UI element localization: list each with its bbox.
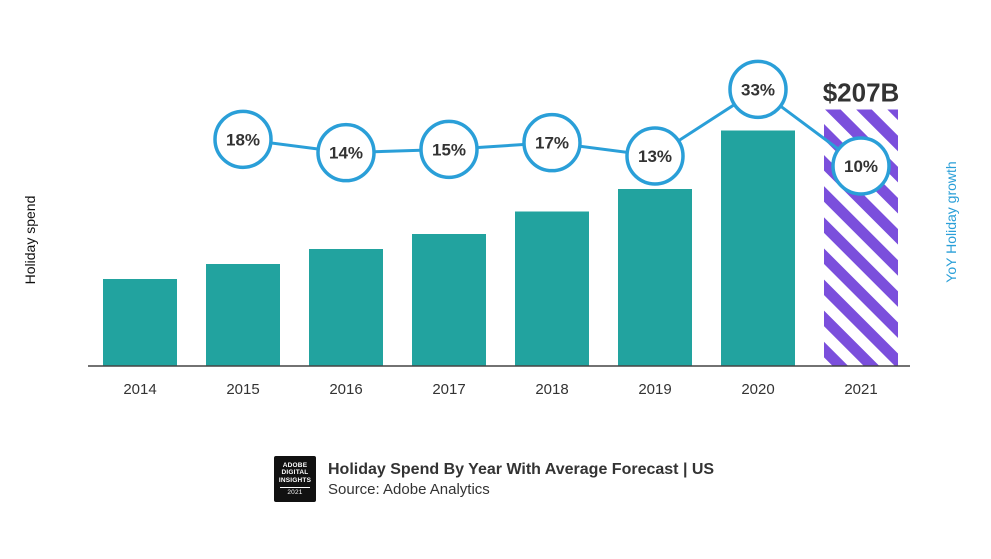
bar-2015 — [206, 264, 280, 366]
growth-bubble-2018 — [522, 112, 582, 173]
growth-label-2020: 33% — [741, 80, 775, 99]
growth-label-2017: 15% — [432, 140, 466, 159]
growth-bubble-2017 — [419, 119, 479, 180]
bar-2019 — [618, 189, 692, 366]
x-tick-2017: 2017 — [432, 381, 465, 398]
bar-2016 — [309, 249, 383, 366]
holiday-spend-chart: 2014 2015 2016 2017 2018 2019 2020 2021 18% 14% 1… — [88, 59, 910, 398]
badge-line-1: ADOBE — [282, 461, 308, 469]
growth-label-2018: 17% — [535, 134, 569, 153]
bar-2017 — [412, 234, 486, 366]
x-tick-2021: 2021 — [844, 381, 877, 398]
growth-bubble-2016 — [316, 122, 376, 183]
growth-bubble-2015 — [213, 109, 273, 170]
x-tick-2018: 2018 — [535, 381, 568, 398]
x-tick-2019: 2019 — [638, 381, 671, 398]
x-tick-2016: 2016 — [329, 381, 362, 398]
chart-footer: ADOBE DIGITAL INSIGHTS 2021 Holiday Spen… — [274, 455, 714, 503]
y-axis-right-label: YoY Holiday growth — [943, 161, 959, 283]
x-tick-2015: 2015 — [226, 381, 259, 398]
badge-year: 2021 — [280, 487, 310, 497]
bar-2020 — [721, 130, 795, 366]
badge-line-3: INSIGHTS — [278, 476, 312, 484]
forecast-label: $207B — [823, 78, 900, 108]
chart-title: Holiday Spend By Year With Average Forec… — [328, 460, 715, 478]
x-tick-2014: 2014 — [123, 381, 156, 398]
growth-label-2021: 10% — [844, 157, 878, 176]
footer-text: Holiday Spend By Year With Average Forec… — [328, 461, 714, 498]
growth-label-2016: 14% — [329, 144, 363, 163]
adobe-digital-insights-badge: ADOBE DIGITAL INSIGHTS 2021 — [274, 456, 316, 502]
growth-bubble-2019 — [625, 126, 685, 186]
growth-bubble-2021 — [831, 136, 891, 196]
bar-2018 — [515, 211, 589, 366]
growth-label-2015: 18% — [226, 130, 260, 149]
bar-2014 — [103, 279, 177, 366]
growth-label-2019: 13% — [638, 147, 672, 166]
y-axis-left-label: Holiday spend — [22, 195, 38, 285]
chart-source: Source: Adobe Analytics — [328, 480, 490, 498]
x-tick-2020: 2020 — [741, 381, 774, 398]
badge-line-2: DIGITAL — [281, 469, 309, 476]
growth-bubble-2020 — [728, 59, 788, 120]
